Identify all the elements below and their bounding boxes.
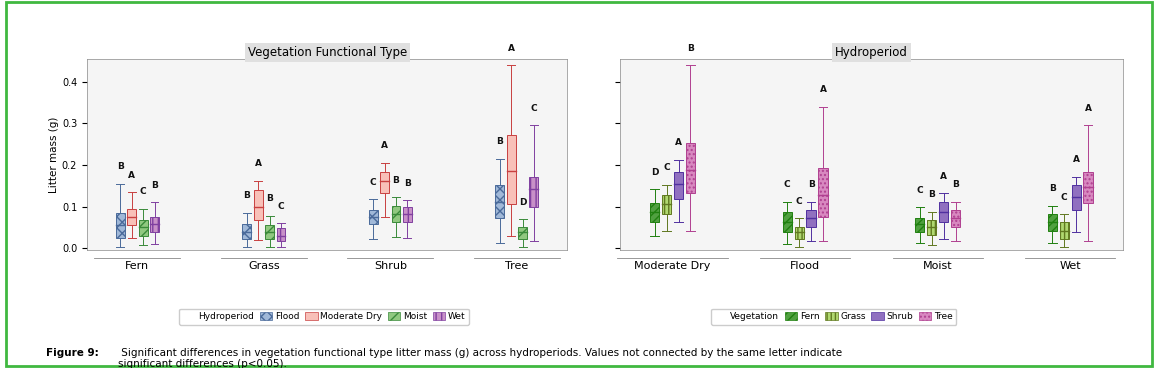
Text: A: A	[820, 85, 827, 94]
Text: A: A	[507, 44, 514, 53]
Text: Moderate Dry: Moderate Dry	[635, 261, 711, 271]
Text: D: D	[519, 198, 526, 206]
FancyBboxPatch shape	[819, 168, 828, 217]
Text: Fern: Fern	[125, 261, 149, 271]
Text: A: A	[129, 170, 135, 180]
FancyBboxPatch shape	[794, 227, 804, 239]
Text: B: B	[404, 179, 411, 188]
Text: C: C	[371, 178, 376, 187]
FancyBboxPatch shape	[1048, 214, 1057, 231]
FancyBboxPatch shape	[915, 218, 924, 232]
Text: Grass: Grass	[248, 261, 280, 271]
FancyBboxPatch shape	[806, 210, 815, 227]
Legend: Vegetation, Fern, Grass, Shrub, Tree: Vegetation, Fern, Grass, Shrub, Tree	[711, 309, 957, 325]
Text: A: A	[381, 141, 388, 151]
FancyBboxPatch shape	[403, 208, 412, 222]
FancyBboxPatch shape	[127, 209, 137, 225]
Text: C: C	[530, 104, 537, 113]
Text: D: D	[651, 167, 659, 177]
FancyBboxPatch shape	[254, 190, 263, 220]
Text: C: C	[784, 180, 791, 189]
Text: Tree: Tree	[505, 261, 528, 271]
Text: Wet: Wet	[1060, 261, 1082, 271]
Text: B: B	[393, 176, 400, 185]
Title: Vegetation Functional Type: Vegetation Functional Type	[248, 46, 406, 59]
FancyBboxPatch shape	[369, 210, 378, 224]
FancyBboxPatch shape	[277, 228, 285, 241]
Text: B: B	[807, 180, 814, 189]
Legend: Hydroperiod, Flood, Moderate Dry, Moist, Wet: Hydroperiod, Flood, Moderate Dry, Moist,…	[179, 309, 469, 325]
FancyBboxPatch shape	[496, 185, 504, 218]
Text: A: A	[675, 138, 682, 148]
FancyBboxPatch shape	[380, 173, 389, 193]
Text: B: B	[266, 194, 273, 203]
FancyBboxPatch shape	[151, 217, 159, 232]
Text: Shrub: Shrub	[374, 261, 406, 271]
FancyBboxPatch shape	[1084, 173, 1093, 203]
FancyBboxPatch shape	[529, 177, 538, 208]
Text: Significant differences in vegetation functional type litter mass (g) across hyd: Significant differences in vegetation fu…	[118, 348, 842, 368]
Text: Flood: Flood	[790, 261, 820, 271]
Text: C: C	[278, 202, 284, 211]
FancyBboxPatch shape	[662, 195, 672, 214]
FancyBboxPatch shape	[674, 173, 683, 199]
Text: C: C	[796, 197, 802, 206]
Text: B: B	[1049, 184, 1056, 193]
FancyBboxPatch shape	[1060, 222, 1069, 239]
FancyBboxPatch shape	[650, 203, 659, 222]
FancyBboxPatch shape	[391, 206, 401, 222]
FancyBboxPatch shape	[139, 220, 147, 236]
Text: B: B	[151, 181, 157, 190]
Text: B: B	[117, 162, 124, 171]
FancyBboxPatch shape	[686, 143, 695, 193]
Text: C: C	[140, 187, 146, 196]
Text: B: B	[497, 137, 504, 146]
FancyBboxPatch shape	[116, 213, 125, 238]
FancyBboxPatch shape	[783, 212, 792, 232]
FancyBboxPatch shape	[518, 227, 527, 239]
Text: A: A	[1072, 155, 1079, 164]
FancyBboxPatch shape	[939, 202, 948, 222]
Text: C: C	[1061, 192, 1068, 202]
FancyBboxPatch shape	[951, 210, 960, 227]
FancyBboxPatch shape	[1071, 185, 1080, 210]
Text: Moist: Moist	[923, 261, 953, 271]
Text: C: C	[916, 186, 923, 195]
Title: Hydroperiod: Hydroperiod	[835, 46, 908, 59]
FancyBboxPatch shape	[265, 225, 274, 239]
Text: Figure 9:: Figure 9:	[46, 348, 100, 358]
Text: A: A	[255, 159, 262, 168]
Text: A: A	[1085, 104, 1092, 113]
Text: B: B	[687, 44, 694, 53]
Text: B: B	[952, 180, 959, 189]
FancyBboxPatch shape	[242, 224, 251, 239]
FancyBboxPatch shape	[507, 135, 515, 205]
Text: A: A	[940, 172, 947, 181]
Y-axis label: Litter mass (g): Litter mass (g)	[49, 116, 59, 193]
Text: B: B	[929, 190, 936, 199]
Text: C: C	[664, 163, 669, 173]
FancyBboxPatch shape	[928, 220, 937, 235]
Text: B: B	[243, 191, 250, 200]
